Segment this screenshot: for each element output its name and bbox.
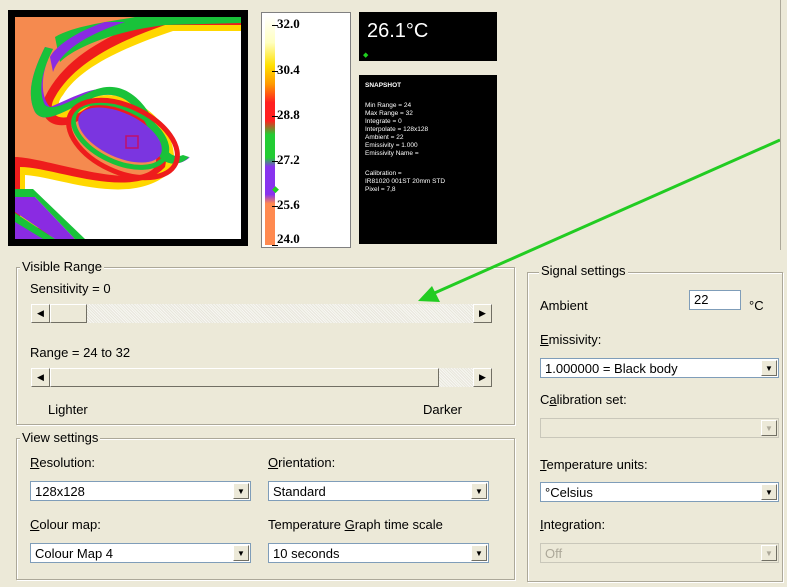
ambient-unit: °C [749,298,764,313]
snapshot-line: Calibration = [365,170,402,177]
thermal-image[interactable] [8,10,248,246]
resolution-select[interactable]: 128x128 ▼ [30,481,251,501]
colour-bar [265,15,275,245]
scroll-right-icon[interactable]: ▶ [473,304,492,323]
sensitivity-slider[interactable]: ◀ ▶ [30,303,493,324]
calibration-label: Calibration set: [540,392,627,407]
colour-map-label: Colour map: [30,517,101,532]
snapshot-line: Min Range = 24 [365,102,412,109]
colour-map-select[interactable]: Colour Map 4 ▼ [30,543,251,563]
scale-tick: 28.8 [277,107,300,122]
range-label: Range = 24 to 32 [30,345,131,360]
time-scale-select[interactable]: 10 seconds ▼ [268,543,489,563]
lighter-label: Lighter [48,402,88,417]
chevron-down-icon[interactable]: ▼ [233,483,249,499]
orientation-label: Orientation: [268,455,336,470]
scale-tick: 25.6 [277,197,300,212]
colour-scale: 32.0 30.4 28.8 27.2 25.6 24.0 ◆ [261,12,351,248]
chevron-down-icon[interactable]: ▼ [471,483,487,499]
snapshot-line: Pixel = 7,8 [365,186,396,193]
scale-tick: 32.0 [277,16,300,31]
scale-tick: 30.4 [277,62,300,77]
temperature-readout: 26.1°C ◆ [359,12,497,61]
snapshot-line: Integrate = 0 [365,118,402,125]
view-settings-title: View settings [20,430,101,445]
scale-tick: 24.0 [277,231,300,246]
range-slider[interactable]: ◀ ▶ [30,367,493,388]
frame-divider [780,0,781,250]
visible-range-group [16,267,515,425]
scroll-left-icon[interactable]: ◀ [31,368,50,387]
emissivity-select[interactable]: 1.000000 = Black body ▼ [540,358,779,378]
ambient-input[interactable]: 22 [689,290,741,310]
temperature-value: 26.1°C [367,20,429,42]
range-thumb[interactable] [50,368,439,387]
scale-tick: 27.2 [277,152,300,167]
emissivity-value: 1.000000 = Black body [545,361,678,376]
sensitivity-thumb[interactable] [50,304,87,323]
chevron-down-icon[interactable]: ▼ [761,484,777,500]
resolution-label: Resolution: [30,455,96,470]
integration-label: Integration: [540,517,606,532]
scroll-left-icon[interactable]: ◀ [31,304,50,323]
units-label: Temperature units: [540,457,648,472]
ambient-value: 22 [694,292,709,307]
units-select[interactable]: °Celsius ▼ [540,482,779,502]
snapshot-line: Interpolate = 128x128 [365,126,429,133]
chevron-down-icon[interactable]: ▼ [761,420,777,436]
snapshot-line: IR81020 001ST 20mm STD [365,178,446,185]
snapshot-line: Emissivity = 1.000 [365,142,418,149]
chevron-down-icon[interactable]: ▼ [471,545,487,561]
darker-label: Darker [423,402,463,417]
scroll-right-icon[interactable]: ▶ [473,368,492,387]
ambient-label: Ambient [540,298,588,313]
snapshot-title: SNAPSHOT [365,82,402,89]
chevron-down-icon[interactable]: ▼ [761,360,777,376]
snapshot-panel: SNAPSHOT Min Range = 24 Max Range = 32 I… [359,75,497,244]
scale-marker-icon: ◆ [272,184,279,194]
units-value: °Celsius [545,485,593,500]
orientation-value: Standard [273,484,326,499]
resolution-value: 128x128 [35,484,85,499]
chevron-down-icon[interactable]: ▼ [761,545,777,561]
integration-select[interactable]: Off ▼ [540,543,779,563]
snapshot-line: Emissivity Name = [365,150,419,157]
snapshot-line: Ambient = 22 [365,134,404,141]
orientation-select[interactable]: Standard ▼ [268,481,489,501]
visible-range-title: Visible Range [20,259,104,274]
emissivity-label: Emissivity: [540,332,602,347]
calibration-select[interactable]: ▼ [540,418,779,438]
chevron-down-icon[interactable]: ▼ [233,545,249,561]
signal-settings-title: Signal settings [539,263,628,278]
readout-marker-icon: ◆ [363,52,369,59]
time-scale-value: 10 seconds [273,546,340,561]
integration-value: Off [545,546,563,561]
colour-map-value: Colour Map 4 [35,546,114,561]
sensitivity-label: Sensitivity = 0 [30,281,111,296]
snapshot-line: Max Range = 32 [365,110,413,117]
view-settings-group [16,438,515,580]
time-scale-label: Temperature Graph time scale [268,517,443,532]
